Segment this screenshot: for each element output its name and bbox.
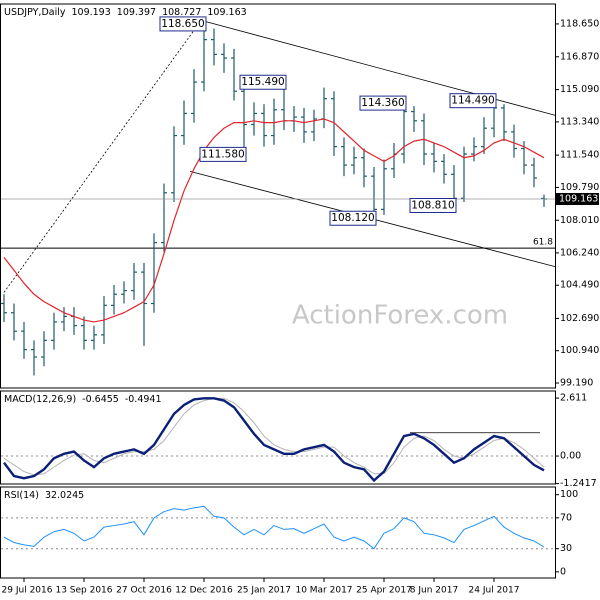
y-tick-label: 100.940: [560, 345, 599, 356]
watermark: ActionForex.com: [292, 301, 508, 331]
x-tick-label: 12 Dec 2016: [175, 586, 233, 596]
x-tick-label: 29 Jul 2016: [2, 586, 53, 596]
y-tick-label: 0.00: [560, 451, 581, 462]
y-tick-label: 100: [560, 489, 578, 500]
annotation-label: 114.490: [451, 95, 494, 107]
y-tick-label: 108.010: [560, 215, 599, 226]
annotation-label: 114.360: [361, 97, 404, 109]
x-tick-label: 8 Jun 2017: [410, 586, 458, 596]
annotation-box: [239, 74, 287, 90]
x-tick-label: 25 Apr 2017: [356, 586, 412, 596]
y-tick-label: 118.650: [560, 18, 599, 29]
fib-label: 61.8: [533, 238, 553, 248]
x-tick-label: 10 Mar 2017: [295, 586, 352, 596]
y-tick-label: 115.090: [560, 84, 599, 95]
current-price-box: [556, 192, 599, 205]
x-tick-label: 25 Jan 2017: [237, 586, 291, 596]
annotation-label: 111.580: [201, 148, 244, 160]
header-value: 109.397: [117, 7, 156, 18]
x-tick-label: 27 Oct 2016: [116, 586, 172, 596]
annotation-box: [359, 95, 407, 111]
y-tick-label: -1.2417: [560, 478, 597, 489]
indicator-line: [3, 505, 545, 550]
header-value: -0.4941: [125, 394, 162, 405]
y-tick-label: 102.690: [560, 313, 599, 324]
header-value: 109.193: [71, 7, 110, 18]
panel-frame: [0, 390, 556, 485]
y-tick-label: 0: [560, 566, 566, 577]
panel-header: MACD(12,26,9) -0.6455 -0.4941: [4, 394, 162, 405]
annotation-box: [449, 93, 497, 109]
panel-title: RSI(14): [4, 490, 39, 501]
panel-title: MACD(12,26,9): [4, 394, 76, 405]
y-tick-label: 99.190: [560, 378, 593, 389]
annotation-box: [159, 16, 207, 32]
y-tick-label: 111.540: [560, 150, 599, 161]
header-value: 109.163: [207, 7, 246, 18]
y-tick-label: 104.490: [560, 280, 599, 291]
y-tick-label: 109.790: [560, 182, 599, 193]
x-tick-label: 13 Sep 2016: [55, 586, 112, 596]
indicator-line: [3, 397, 545, 476]
panel-header: RSI(14) 32.0245: [4, 490, 84, 501]
indicator-line: [3, 397, 545, 483]
annotation-label: 108.810: [411, 200, 454, 212]
header-value: -0.6455: [82, 394, 119, 405]
panel-frame: [0, 3, 556, 389]
annotation-label: 108.120: [331, 212, 374, 224]
annotation-box: [329, 210, 377, 226]
y-tick-label: 2.611: [560, 393, 587, 404]
annotation-box: [409, 198, 457, 214]
y-tick-label: 116.870: [560, 51, 599, 62]
moving-average: [3, 118, 545, 323]
y-tick-label: 30: [560, 543, 572, 554]
annotation-label: 115.490: [241, 76, 284, 88]
x-tick-label: 24 Jul 2017: [469, 586, 520, 596]
panel-title: USDJPY,Daily: [4, 7, 66, 18]
panel-header: USDJPY,Daily 109.193 109.397 108.727 109.163: [4, 7, 247, 18]
trend-line: [3, 21, 201, 293]
header-value: 32.0245: [45, 490, 84, 501]
annotation-label: 118.650: [161, 18, 204, 30]
y-tick-label: 113.340: [560, 116, 599, 127]
header-value: 108.727: [162, 7, 201, 18]
y-tick-label: 70: [560, 512, 572, 523]
annotation-box: [199, 146, 247, 162]
current-price-label: 109.163: [559, 193, 598, 204]
panel-frame: [0, 486, 556, 579]
y-tick-label: 106.240: [560, 247, 599, 258]
